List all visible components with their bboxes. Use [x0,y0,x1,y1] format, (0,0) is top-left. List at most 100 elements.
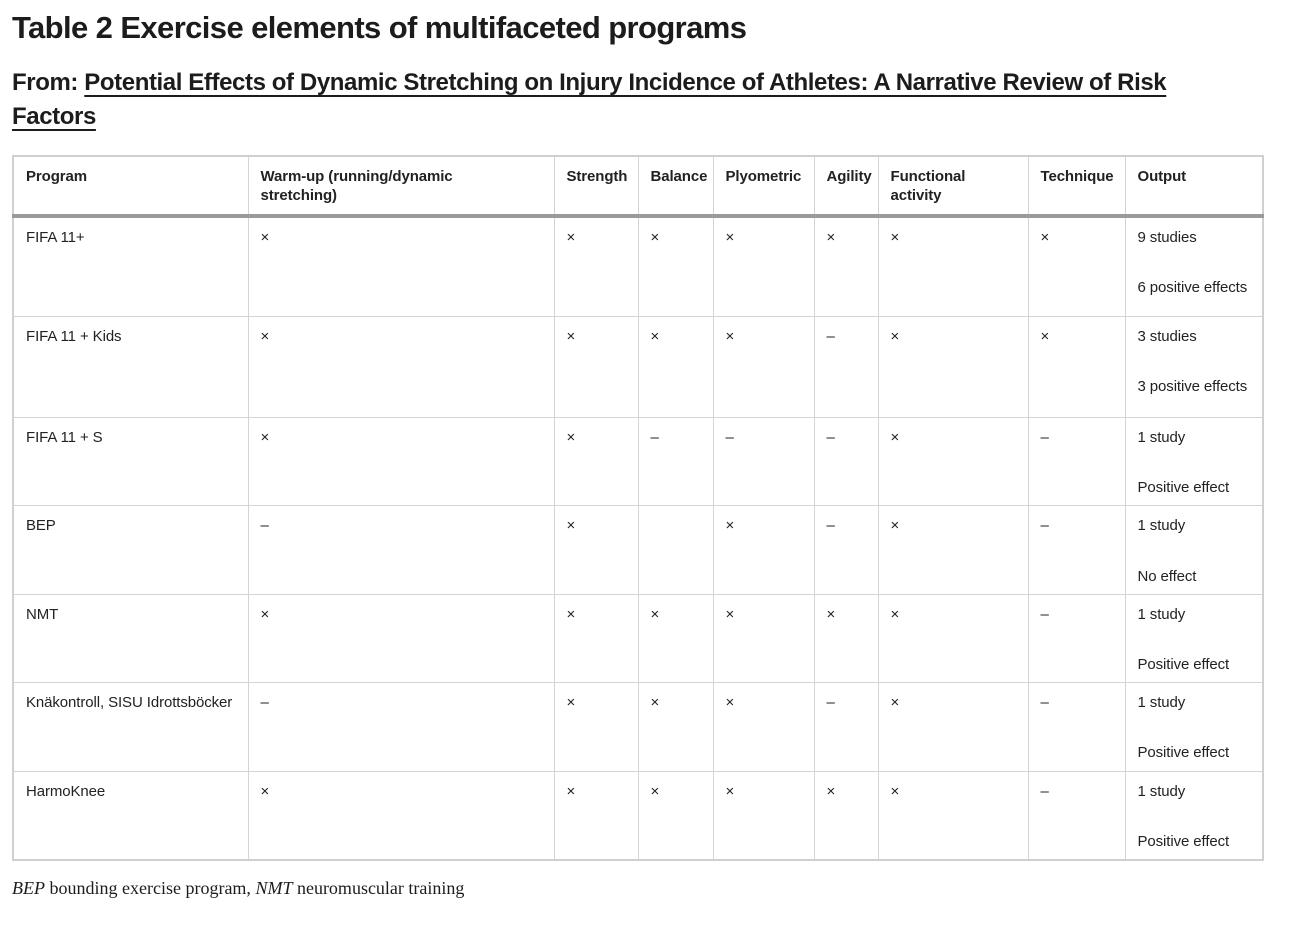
cell-agility-mark: – [813,505,879,595]
table-row: HarmoKnee × × × × × × – 1 study Positive … [12,770,1264,861]
output-effect: Positive effect [1137,832,1230,850]
cell-technique-mark: – [1027,770,1126,861]
cell-functional-mark: × [877,316,1029,419]
cell-balance-mark: × [637,215,714,318]
cell-balance-mark: × [637,593,714,684]
table-row: FIFA 11 + Kids × × × × – × × 3 studies 3 … [12,316,1264,419]
article-link[interactable]: Potential Effects of Dynamic Stretching … [12,69,1167,131]
cell-functional-mark: × [877,593,1029,684]
table-row: FIFA 11 + S × × – – – × – 1 study Positiv… [12,417,1264,507]
cell-agility-mark: × [813,593,879,684]
output-effect: 3 positive effects [1137,378,1248,396]
cell-balance-mark: × [637,316,714,419]
output-studies: 1 study [1137,605,1186,623]
table-row: NMT × × × × × × – 1 study Positive effect [12,593,1264,684]
cell-agility-mark: × [813,215,879,318]
from-label: From: [12,69,78,96]
table-header: Program Warm-up (running/dynamic stretch… [12,155,1264,218]
output-studies: 9 studies [1137,228,1197,246]
cell-program: FIFA 11+ [12,215,249,318]
exercise-elements-table: Program Warm-up (running/dynamic stretch… [12,155,1264,861]
output-effect: Positive effect [1137,744,1230,762]
table-row: BEP – × × – × – 1 study No effect [12,505,1264,595]
cell-strength-mark: × [553,770,639,861]
cell-output: 1 study No effect [1124,505,1264,595]
column-header-strength: Strength [553,155,639,218]
cell-strength-mark: × [553,682,639,772]
header-row: Program Warm-up (running/dynamic stretch… [12,155,1264,218]
cell-plyometric-mark: × [712,770,815,861]
cell-warmup-mark: – [247,682,555,772]
cell-output: 1 study Positive effect [1124,770,1264,861]
cell-plyometric-mark: × [712,215,815,318]
cell-strength-mark: × [553,316,639,419]
footnote-term-bep: BEP [12,877,45,898]
output-effect: Positive effect [1137,479,1230,497]
table-row: Knäkontroll, SISU Idrottsböcker – × × × … [12,682,1264,772]
output-studies: 1 study [1137,694,1186,712]
cell-strength-mark: × [553,593,639,684]
output-studies: 3 studies [1137,328,1197,346]
cell-output: 1 study Positive effect [1124,593,1264,684]
cell-strength-mark: × [553,417,639,507]
cell-warmup-mark: × [247,770,555,861]
cell-technique-mark: – [1027,682,1126,772]
column-header-warmup: Warm-up (running/dynamic stretching) [247,155,555,218]
cell-plyometric-mark: – [712,417,815,507]
table-footnote: BEP bounding exercise program, NMT neuro… [12,878,1262,899]
page-title: Table 2 Exercise elements of multifacete… [12,10,747,45]
cell-warmup-mark: × [247,316,555,419]
cell-balance-mark [637,505,714,595]
cell-functional-mark: × [877,417,1029,507]
cell-program: HarmoKnee [12,770,249,861]
table-body: FIFA 11+ × × × × × × × 9 studies 6 positi… [12,215,1264,861]
cell-agility-mark: – [813,316,879,419]
cell-program: FIFA 11 + Kids [12,316,249,419]
column-header-functional-activity: Functional activity [877,155,1029,218]
footnote-desc-nmt: neuromuscular training [296,877,465,898]
column-header-technique: Technique [1027,155,1126,218]
column-header-program: Program [12,155,249,218]
footnote-desc-bep: bounding exercise program, [49,877,251,898]
cell-program: FIFA 11 + S [12,417,249,507]
cell-plyometric-mark: × [712,505,815,595]
cell-functional-mark: × [877,682,1029,772]
output-effect: No effect [1137,567,1197,585]
output-effect: Positive effect [1137,655,1230,673]
output-studies: 1 study [1137,782,1186,800]
cell-output: 9 studies 6 positive effects [1124,215,1264,318]
cell-functional-mark: × [877,215,1029,318]
cell-plyometric-mark: × [712,593,815,684]
cell-program: NMT [12,593,249,684]
cell-warmup-mark: × [247,593,555,684]
cell-balance-mark: × [637,770,714,861]
output-studies: 1 study [1137,429,1186,447]
cell-functional-mark: × [877,770,1029,861]
cell-technique-mark: – [1027,417,1126,507]
cell-program: BEP [12,505,249,595]
cell-output: 1 study Positive effect [1124,417,1264,507]
cell-technique-mark: – [1027,593,1126,684]
table-row: FIFA 11+ × × × × × × × 9 studies 6 positi… [12,215,1264,318]
cell-strength-mark: × [553,505,639,595]
cell-warmup-mark: × [247,417,555,507]
cell-output: 3 studies 3 positive effects [1124,316,1264,419]
cell-plyometric-mark: × [712,316,815,419]
cell-agility-mark: × [813,770,879,861]
column-header-balance: Balance [637,155,714,218]
cell-output: 1 study Positive effect [1124,682,1264,772]
output-effect: 6 positive effects [1137,278,1248,296]
cell-technique-mark: – [1027,505,1126,595]
cell-agility-mark: – [813,417,879,507]
column-header-agility: Agility [813,155,879,218]
output-studies: 1 study [1137,517,1186,535]
cell-strength-mark: × [553,215,639,318]
cell-agility-mark: – [813,682,879,772]
column-header-plyometric: Plyometric [712,155,815,218]
cell-balance-mark: – [637,417,714,507]
cell-program: Knäkontroll, SISU Idrottsböcker [12,682,249,772]
column-header-output: Output [1124,155,1264,218]
from-line: From: Potential Effects of Dynamic Stret… [12,66,1252,134]
cell-technique-mark: × [1027,316,1126,419]
